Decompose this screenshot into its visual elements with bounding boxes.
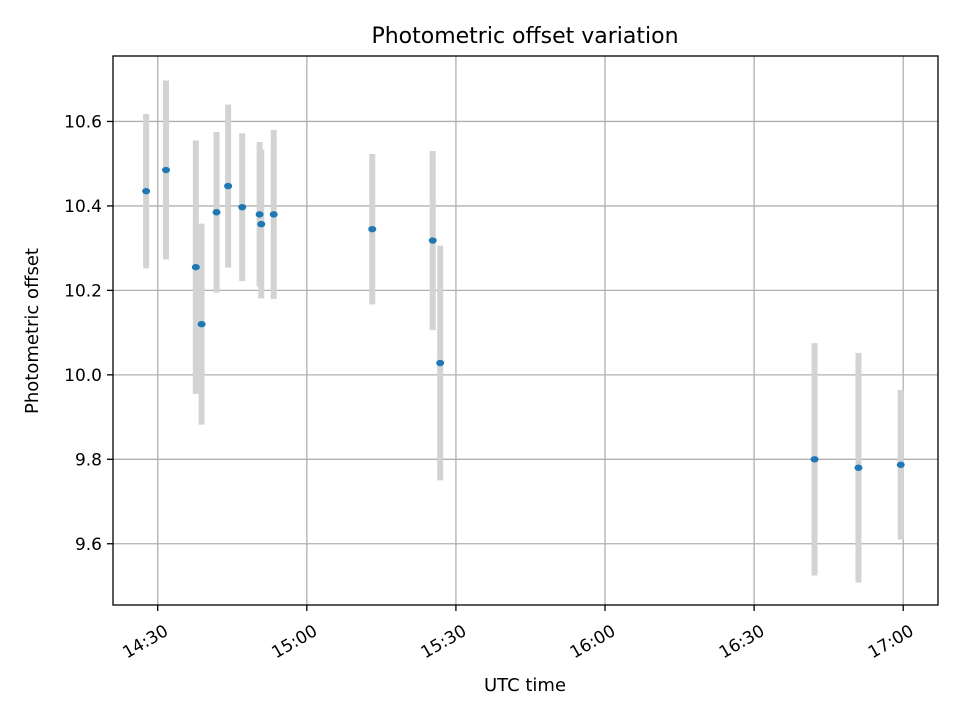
data-point bbox=[810, 456, 819, 463]
chart-title: Photometric offset variation bbox=[371, 24, 678, 49]
data-point bbox=[255, 211, 264, 218]
data-point bbox=[854, 464, 863, 471]
grid-layer bbox=[113, 56, 938, 605]
data-point bbox=[191, 263, 200, 271]
data-point bbox=[436, 359, 445, 367]
y-axis-label: Photometric offset bbox=[22, 248, 43, 414]
data-point bbox=[212, 209, 221, 216]
data-point bbox=[142, 187, 151, 195]
data-point bbox=[269, 211, 278, 218]
x-axis-label: UTC time bbox=[484, 675, 566, 696]
data-point bbox=[197, 320, 206, 328]
data-point bbox=[224, 182, 233, 190]
y-tick-label: 10.4 bbox=[64, 197, 102, 217]
y-tick-label: 9.6 bbox=[75, 535, 102, 555]
data-point bbox=[257, 220, 266, 228]
data-point bbox=[162, 166, 171, 174]
data-point bbox=[896, 461, 905, 468]
data-point bbox=[368, 225, 377, 233]
y-tick-label: 9.8 bbox=[75, 450, 102, 470]
y-tick-label: 10.0 bbox=[64, 366, 102, 386]
data-point bbox=[428, 237, 437, 244]
point-layer bbox=[142, 166, 905, 471]
y-tick-label: 10.2 bbox=[64, 281, 102, 301]
data-point bbox=[238, 203, 247, 211]
plot-frame bbox=[112, 55, 939, 606]
y-tick-label: 10.6 bbox=[64, 112, 102, 132]
